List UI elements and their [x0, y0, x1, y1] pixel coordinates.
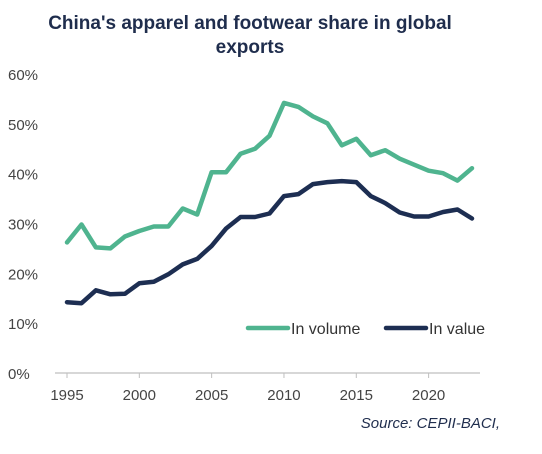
x-tick-label: 2005: [195, 387, 228, 404]
source-note: Source: CEPII-BACI,: [360, 415, 500, 432]
chart-title: China's apparel and footwear share in gl…: [48, 13, 452, 58]
y-tick-label: 50%: [8, 117, 38, 134]
y-tick-label: 0%: [8, 366, 30, 383]
legend-label-in-value: In value: [429, 321, 485, 338]
x-tick-label: 2020: [412, 387, 445, 404]
y-tick-label: 40%: [8, 167, 38, 184]
y-tick-label: 30%: [8, 217, 38, 234]
series-line-in-volume: [64, 100, 475, 251]
x-tick-label: 2015: [340, 387, 373, 404]
x-tick-label: 1995: [50, 387, 83, 404]
x-tick-label: 2010: [267, 387, 300, 404]
y-tick-label: 20%: [8, 266, 38, 283]
legend-label-in-volume: In volume: [291, 321, 360, 338]
series-line-in-value: [64, 178, 475, 306]
y-tick-label: 10%: [8, 316, 38, 333]
x-tick-label: 2000: [123, 387, 156, 404]
y-tick-label: 60%: [8, 67, 38, 84]
